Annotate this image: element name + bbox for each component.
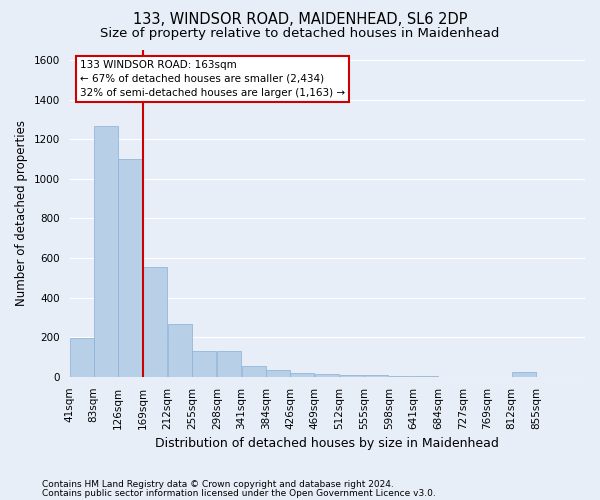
Bar xyxy=(94,126,118,377)
X-axis label: Distribution of detached houses by size in Maidenhead: Distribution of detached houses by size … xyxy=(155,437,499,450)
Bar xyxy=(242,366,266,377)
Bar xyxy=(389,376,413,377)
Text: Size of property relative to detached houses in Maidenhead: Size of property relative to detached ho… xyxy=(100,28,500,40)
Bar xyxy=(266,370,290,377)
Bar xyxy=(167,324,191,377)
Bar xyxy=(340,375,364,377)
Text: 133 WINDSOR ROAD: 163sqm
← 67% of detached houses are smaller (2,434)
32% of sem: 133 WINDSOR ROAD: 163sqm ← 67% of detach… xyxy=(80,60,345,98)
Bar xyxy=(143,267,167,377)
Text: Contains public sector information licensed under the Open Government Licence v3: Contains public sector information licen… xyxy=(42,488,436,498)
Bar xyxy=(512,372,536,377)
Text: 133, WINDSOR ROAD, MAIDENHEAD, SL6 2DP: 133, WINDSOR ROAD, MAIDENHEAD, SL6 2DP xyxy=(133,12,467,28)
Bar xyxy=(315,374,339,377)
Bar xyxy=(217,351,241,377)
Bar xyxy=(70,338,94,377)
Y-axis label: Number of detached properties: Number of detached properties xyxy=(15,120,28,306)
Bar xyxy=(364,375,388,377)
Bar xyxy=(290,373,314,377)
Bar xyxy=(192,351,217,377)
Bar xyxy=(413,376,437,377)
Bar xyxy=(118,159,142,377)
Text: Contains HM Land Registry data © Crown copyright and database right 2024.: Contains HM Land Registry data © Crown c… xyxy=(42,480,394,489)
